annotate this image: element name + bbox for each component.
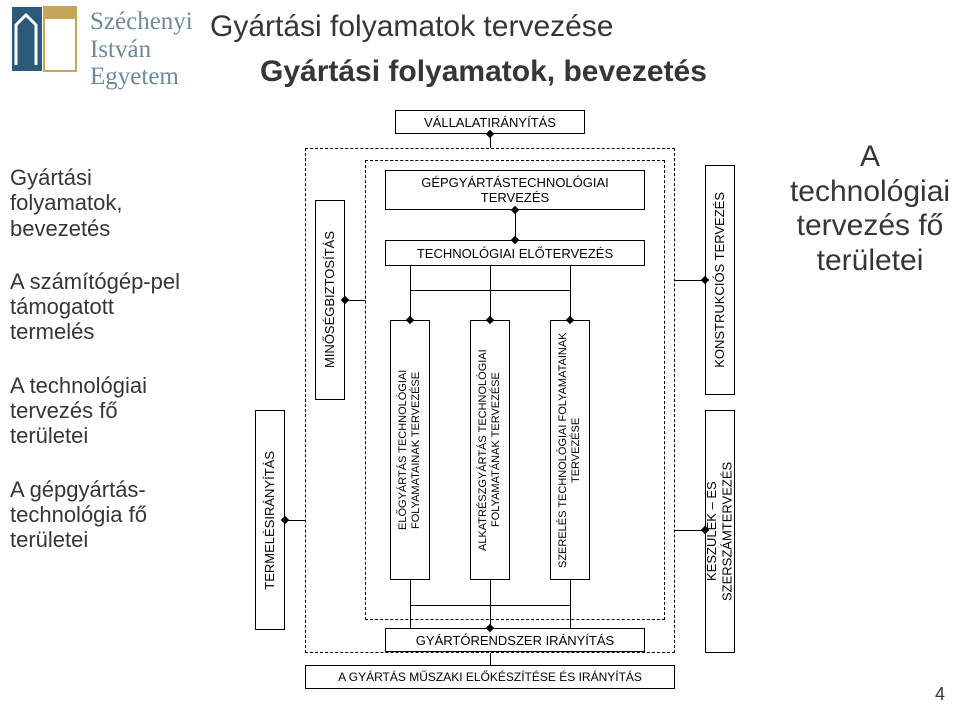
conn bbox=[570, 266, 571, 320]
university-logo bbox=[10, 5, 78, 73]
conn bbox=[490, 266, 491, 320]
header: SzéchenyiIstvánEgyetem Gyártási folyamat… bbox=[0, 0, 960, 115]
conn bbox=[410, 605, 571, 606]
box-gepgyartas: GÉPGYÁRTÁSTECHNOLÓGIAI TERVEZÉS bbox=[385, 170, 645, 210]
conn bbox=[410, 290, 571, 291]
conn bbox=[410, 266, 411, 320]
sidebar-item: A számítógép-pel támogatott termelés bbox=[10, 269, 185, 345]
box-alkatresz: ALKATRÉSZGYÁRTÁS TECHNOLÓGIAI FOLYAMATÁN… bbox=[470, 320, 510, 580]
page-number: 4 bbox=[935, 684, 945, 705]
university-name: SzéchenyiIstvánEgyetem bbox=[90, 8, 193, 91]
box-konstrukcios: KONSTRUKCIÓS TERVEZÉS bbox=[705, 165, 735, 395]
conn bbox=[490, 580, 491, 628]
right-heading: A technológiai tervezés fő területei bbox=[780, 140, 960, 278]
page-title: Gyártási folyamatok tervezése bbox=[210, 10, 614, 44]
sidebar-item: A gépgyártás-technológia fő területei bbox=[10, 477, 185, 553]
sidebar-item: A technológiai tervezés fő területei bbox=[10, 373, 185, 449]
page-subtitle: Gyártási folyamatok, bevezetés bbox=[260, 55, 707, 89]
box-szereles: SZERELÉS TECHNOLÓGIAI FOLYAMATAINAK TERV… bbox=[550, 320, 590, 580]
box-elogyartas: ELŐGYÁRTÁS TECHNOLÓGIAI FOLYAMATAINAK TE… bbox=[390, 320, 430, 580]
sidebar-item: Gyártási folyamatok, bevezetés bbox=[10, 165, 185, 241]
conn bbox=[490, 653, 491, 665]
conn bbox=[570, 580, 571, 628]
diagram: VÁLLALATIRÁNYÍTÁS TERMELÉSIRÁNYÍTÁS MINŐ… bbox=[215, 110, 765, 690]
conn bbox=[410, 580, 411, 628]
sidebar: Gyártási folyamatok, bevezetés A számító… bbox=[10, 165, 185, 581]
box-keszulek: KÉSZÜLÉK – ÉS SZERSZÁMTERVEZÉS bbox=[705, 410, 735, 653]
box-gyartorendszer: GYÁRTÓRENDSZER IRÁNYÍTÁS bbox=[385, 628, 645, 652]
box-gyartas-muszaki: A GYÁRTÁS MŰSZAKI ELŐKÉSZÍTÉSE ÉS IRÁNYÍ… bbox=[305, 665, 675, 689]
